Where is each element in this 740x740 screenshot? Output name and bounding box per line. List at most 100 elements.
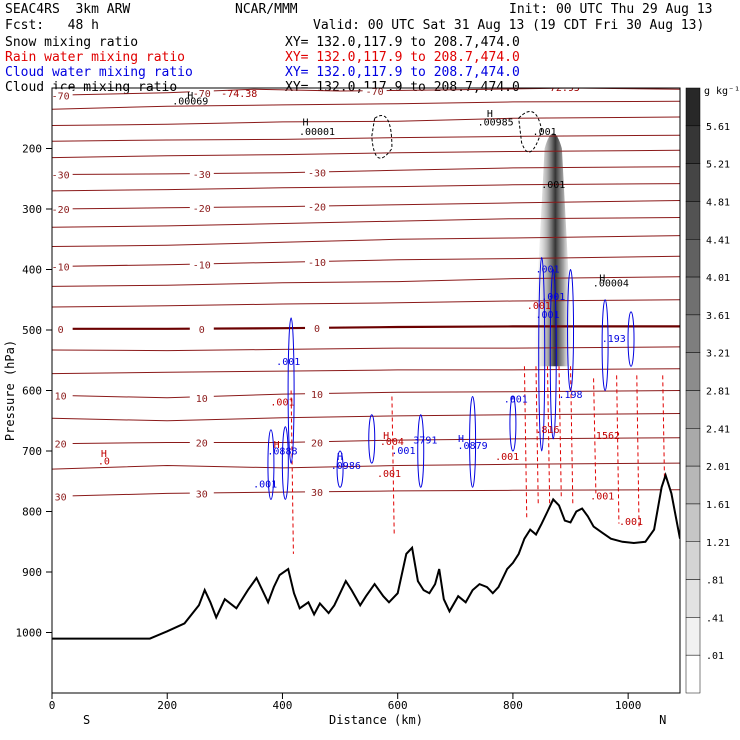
field-annotation: .0888 bbox=[267, 447, 297, 458]
field-annotation: .001 bbox=[495, 452, 519, 463]
y-tick-label: 400 bbox=[22, 264, 42, 277]
field-annotation: .001 bbox=[527, 301, 551, 312]
cloud-water-contour bbox=[469, 396, 477, 488]
colorbar-label: 3.61 bbox=[706, 311, 730, 322]
cloud-water-contour bbox=[336, 450, 344, 488]
field-annotation: .00004 bbox=[593, 278, 629, 289]
temperature-contour bbox=[52, 413, 680, 422]
rain-contour bbox=[636, 375, 640, 530]
forecast-hour: Fcst: 48 h bbox=[5, 18, 99, 33]
contour-label-bg bbox=[189, 258, 214, 271]
temperature-contour bbox=[52, 437, 680, 445]
field-name-cloud-water: Cloud water mixing ratio bbox=[5, 65, 193, 80]
ice-contour bbox=[371, 115, 393, 159]
y-tick-label: 500 bbox=[22, 324, 42, 337]
cloud-water-contour bbox=[267, 429, 275, 500]
contour-label-bg bbox=[305, 200, 330, 213]
temperature-contour bbox=[52, 200, 680, 210]
temperature-contour bbox=[52, 100, 680, 110]
field-annotation: .00069 bbox=[172, 96, 208, 107]
field-xy-snow: XY= 132.0,117.9 to 208.7,474.0 bbox=[285, 35, 520, 50]
contour-label: 20 bbox=[311, 439, 323, 450]
contour-label-bg bbox=[52, 490, 73, 503]
x-tick-label: 400 bbox=[273, 699, 293, 712]
contour-label-bg bbox=[52, 168, 73, 181]
contour-label-bg bbox=[189, 167, 214, 180]
field-annotation: .001 bbox=[535, 310, 559, 321]
rain-contour bbox=[535, 366, 539, 506]
temperature-contour bbox=[52, 299, 680, 308]
field-annotation: .001 bbox=[619, 517, 643, 528]
x-tick-label: 800 bbox=[503, 699, 523, 712]
colorbar-swatch bbox=[685, 579, 701, 618]
temperature-contour bbox=[52, 462, 680, 470]
field-annotation: H bbox=[337, 452, 343, 463]
contour-label: 30 bbox=[196, 489, 208, 500]
rain-contour bbox=[391, 396, 395, 536]
field-annotation: H bbox=[274, 440, 280, 451]
field-annotation: .00001 bbox=[299, 127, 335, 138]
contour-label-bg bbox=[52, 437, 73, 450]
field-annotation: .001 bbox=[391, 446, 415, 457]
contour-label: 0 bbox=[58, 325, 64, 336]
field-annotation: H bbox=[101, 449, 107, 460]
field-annotation: .001 bbox=[377, 469, 401, 480]
colorbar-label: 2.01 bbox=[706, 462, 730, 473]
cloud-water-contour bbox=[417, 414, 425, 488]
field-annotation: .816 bbox=[535, 425, 559, 436]
cloud-water-contour bbox=[567, 269, 575, 391]
temperature-contour bbox=[52, 134, 680, 142]
colorbar-label: 1.21 bbox=[706, 538, 730, 549]
field-annotation: .001 bbox=[535, 265, 559, 276]
field-annotation: H bbox=[302, 118, 308, 129]
field-annotation: -74.38 bbox=[221, 89, 257, 100]
rain-contour bbox=[593, 378, 597, 494]
field-annotation: .193 bbox=[602, 334, 626, 345]
y-tick-label: 600 bbox=[22, 385, 42, 398]
colorbar-label: 5.21 bbox=[706, 160, 730, 171]
contour-label-bg bbox=[305, 166, 330, 179]
temperature-contour bbox=[52, 325, 680, 330]
x-axis-title: Distance (km) bbox=[329, 713, 423, 727]
field-name-snow: Snow mixing ratio bbox=[5, 35, 139, 50]
contour-label: -30 bbox=[308, 169, 326, 180]
plot-area: -70 -70 -70 -30 -30 -30 -20 -20 -20 -10 -10 -10 0 0 0 1… bbox=[52, 88, 680, 693]
x-tick-label: 1000 bbox=[615, 699, 642, 712]
y-tick-label: 800 bbox=[22, 506, 42, 519]
field-annotation: 1562 bbox=[596, 431, 620, 442]
cloud-water-contour bbox=[549, 269, 557, 440]
contour-label: 20 bbox=[196, 439, 208, 450]
x-tick-label: 0 bbox=[49, 699, 56, 712]
colorbar-swatch bbox=[685, 390, 701, 429]
field-annotation: .001 bbox=[276, 357, 300, 368]
contour-label-bg bbox=[52, 203, 73, 215]
plume-shading bbox=[533, 133, 574, 367]
temperature-contour bbox=[52, 276, 680, 287]
temperature-contour bbox=[52, 149, 680, 159]
field-annotation: H bbox=[187, 91, 193, 102]
contour-label-bg bbox=[52, 89, 73, 102]
y-tick-label: 900 bbox=[22, 566, 42, 579]
contour-label: 0 bbox=[314, 324, 320, 335]
cloud-water-contour bbox=[601, 299, 609, 391]
contour-label: -10 bbox=[193, 261, 211, 272]
colorbar-label: 4.01 bbox=[706, 273, 730, 284]
field-annotation: .004 bbox=[380, 437, 404, 448]
colorbar-swatch bbox=[685, 428, 701, 467]
field-annotation: .0 bbox=[98, 456, 110, 467]
colorbar-swatch bbox=[685, 541, 701, 580]
colorbar-swatch bbox=[685, 654, 701, 694]
organization-label: NCAR/MMM bbox=[235, 2, 298, 17]
colorbar-label: .81 bbox=[706, 576, 724, 587]
y-tick-label: 1000 bbox=[16, 627, 43, 640]
colorbar-swatch bbox=[685, 314, 701, 353]
colorbar-label: 5.61 bbox=[706, 122, 730, 133]
field-annotation: .001 bbox=[541, 180, 565, 191]
x-tick-label: 600 bbox=[388, 699, 408, 712]
temperature-contour bbox=[52, 166, 680, 175]
contour-label-bg bbox=[305, 388, 330, 401]
field-annotation: .198 bbox=[558, 390, 582, 401]
colorbar-swatch bbox=[685, 465, 701, 505]
field-annotation: H bbox=[599, 274, 605, 285]
contour-label: 10 bbox=[196, 394, 208, 405]
